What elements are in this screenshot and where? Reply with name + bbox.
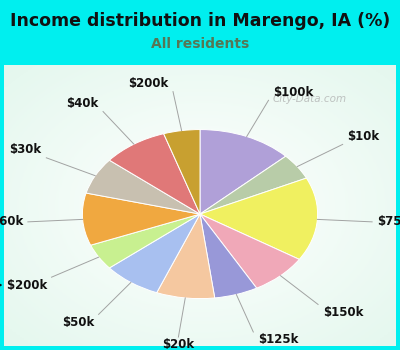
Text: $100k: $100k bbox=[273, 86, 314, 99]
Text: $20k: $20k bbox=[162, 338, 194, 350]
Text: $10k: $10k bbox=[347, 130, 380, 143]
Text: All residents: All residents bbox=[151, 37, 249, 51]
Text: $50k: $50k bbox=[62, 316, 94, 329]
Wedge shape bbox=[200, 178, 318, 259]
Text: Income distribution in Marengo, IA (%): Income distribution in Marengo, IA (%) bbox=[10, 12, 390, 30]
Wedge shape bbox=[86, 160, 200, 214]
Wedge shape bbox=[82, 193, 200, 245]
Text: $40k: $40k bbox=[66, 97, 98, 110]
Wedge shape bbox=[164, 130, 200, 214]
Wedge shape bbox=[157, 214, 215, 299]
Wedge shape bbox=[200, 214, 257, 298]
Wedge shape bbox=[200, 156, 306, 214]
Text: $30k: $30k bbox=[10, 144, 42, 156]
Wedge shape bbox=[200, 214, 299, 288]
Text: $200k: $200k bbox=[128, 77, 168, 90]
Text: $150k: $150k bbox=[323, 306, 363, 319]
Text: > $200k: > $200k bbox=[0, 279, 47, 292]
Text: $60k: $60k bbox=[0, 215, 23, 228]
Text: $125k: $125k bbox=[258, 334, 298, 346]
Wedge shape bbox=[200, 130, 286, 214]
Text: $75k: $75k bbox=[377, 215, 400, 228]
Wedge shape bbox=[109, 214, 200, 293]
Wedge shape bbox=[109, 134, 200, 214]
Wedge shape bbox=[91, 214, 200, 268]
Text: City-Data.com: City-Data.com bbox=[273, 93, 347, 104]
